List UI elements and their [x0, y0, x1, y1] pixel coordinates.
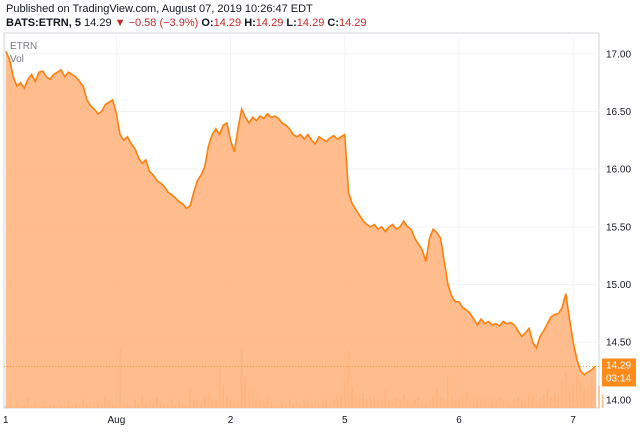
close-value: 14.29 [338, 17, 367, 29]
down-arrow-icon: ▼ [114, 17, 126, 29]
published-caption: Published on TradingView.com, August 07,… [6, 3, 313, 15]
x-tick-label: 5 [342, 415, 348, 426]
last-price-badge: 14.29 03:14 [602, 358, 636, 387]
badge-countdown: 03:14 [606, 373, 631, 384]
x-tick-label: 6 [456, 415, 462, 426]
volume-legend[interactable]: Vol [10, 54, 24, 65]
price-area-fill [5, 51, 596, 408]
low-label: L: [286, 17, 297, 29]
y-tick-label: 14.50 [606, 338, 631, 349]
x-tick-label: 2 [228, 415, 234, 426]
y-tick-label: 16.50 [606, 107, 631, 118]
price-change: −0.58 (−3.9%) [128, 17, 199, 29]
open-value: 14.29 [213, 17, 242, 29]
x-tick-label: Aug [107, 415, 125, 426]
badge-price: 14.29 [606, 360, 631, 371]
symbol-legend[interactable]: ETRN [10, 41, 37, 52]
y-tick-label: 15.00 [606, 280, 631, 291]
volume-bar [598, 385, 600, 408]
close-label: C: [327, 17, 339, 29]
high-value: 14.29 [255, 17, 284, 29]
y-tick-label: 14.00 [606, 395, 631, 406]
volume-bar [601, 394, 604, 408]
last-price: 14.29 [84, 17, 112, 29]
high-label: H: [244, 17, 256, 29]
time-axis[interactable]: 1 Aug 2 5 6 7 [3, 415, 576, 426]
symbol-label: BATS:ETRN, 5 [6, 17, 81, 29]
y-tick-label: 16.00 [606, 165, 631, 176]
y-tick-label: 17.00 [606, 49, 631, 60]
open-label: O: [201, 17, 214, 29]
price-axis[interactable]: 17.00 16.50 16.00 15.50 15.00 14.50 14.00 [606, 49, 631, 406]
badge-background [602, 358, 636, 387]
symbol-info-bar: BATS:ETRN, 5 14.29 ▼ −0.58 (−3.9%) O:14.… [6, 17, 367, 29]
y-tick-label: 15.50 [606, 222, 631, 233]
low-value: 14.29 [296, 17, 325, 29]
x-tick-label: 1 [3, 415, 9, 426]
price-line [5, 51, 596, 376]
x-tick-label: 7 [570, 415, 576, 426]
price-area [5, 51, 596, 408]
